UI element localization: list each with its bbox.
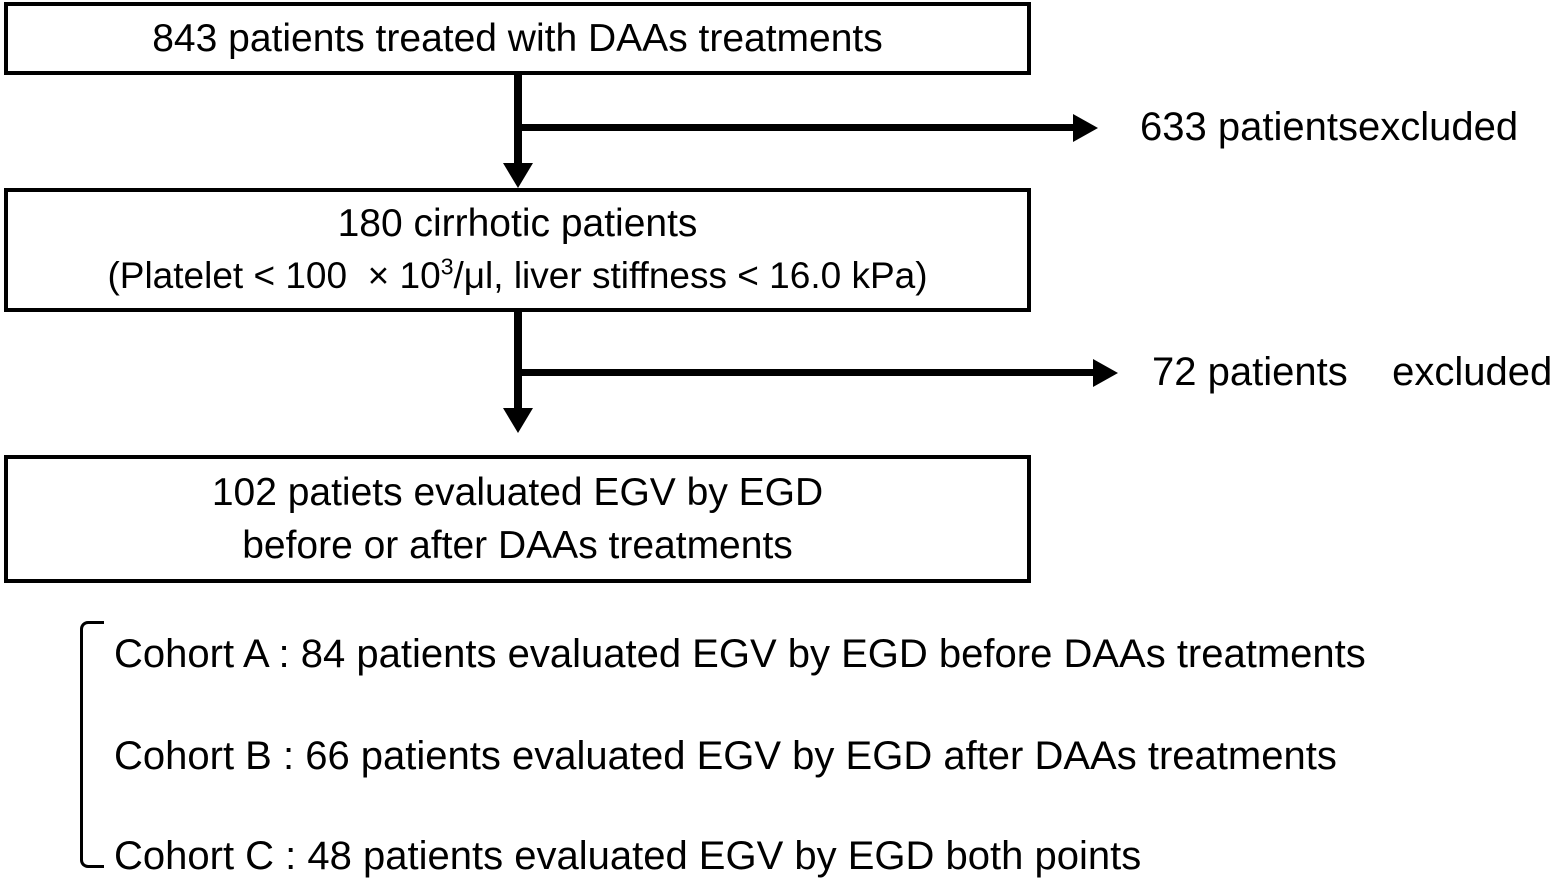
cohort-a-label: Cohort A : 84 patients evaluated EGV by … — [114, 632, 1366, 676]
cohort-bracket — [80, 621, 104, 868]
criteria-superscript: 3 — [440, 253, 454, 280]
arrow-down-1-head — [503, 163, 533, 188]
arrow-branch-2-line — [518, 369, 1094, 376]
evaluated-timing-text: before or after DAAs treatments — [242, 524, 793, 567]
arrow-branch-2-head — [1093, 359, 1118, 387]
arrow-down-2-head — [503, 408, 533, 433]
exclusion-2-label: 72 patients excluded — [1152, 350, 1553, 394]
arrow-branch-1-head — [1073, 114, 1098, 142]
flow-box-cirrhotic-patients: 180 cirrhotic patients (Platelet < 100 ×… — [4, 188, 1031, 312]
arrow-branch-1-line — [518, 124, 1074, 131]
exclusion-1-label: 633 patientsexcluded — [1140, 105, 1519, 149]
arrow-down-1-line — [514, 74, 522, 166]
cirrhotic-count-text: 180 cirrhotic patients — [337, 202, 698, 245]
criteria-pre-text: (Platelet < 100 × 10 — [107, 255, 441, 296]
cirrhotic-criteria-text: (Platelet < 100 × 103/μl, liver stiffnes… — [107, 250, 927, 302]
arrow-down-2-line — [514, 311, 522, 409]
flow-box-evaluated-patients: 102 patiets evaluated EGV by EGD before … — [4, 455, 1031, 583]
criteria-post-text: /μl, liver stiffness < 16.0 kPa) — [453, 255, 928, 296]
cohort-c-label: Cohort C : 48 patients evaluated EGV by … — [114, 834, 1142, 878]
evaluated-count-text: 102 patiets evaluated EGV by EGD — [211, 471, 824, 514]
flow-box-total-patients: 843 patients treated with DAAs treatment… — [4, 2, 1031, 75]
cohort-b-label: Cohort B : 66 patients evaluated EGV by … — [114, 734, 1337, 778]
total-patients-text: 843 patients treated with DAAs treatment… — [152, 16, 883, 60]
